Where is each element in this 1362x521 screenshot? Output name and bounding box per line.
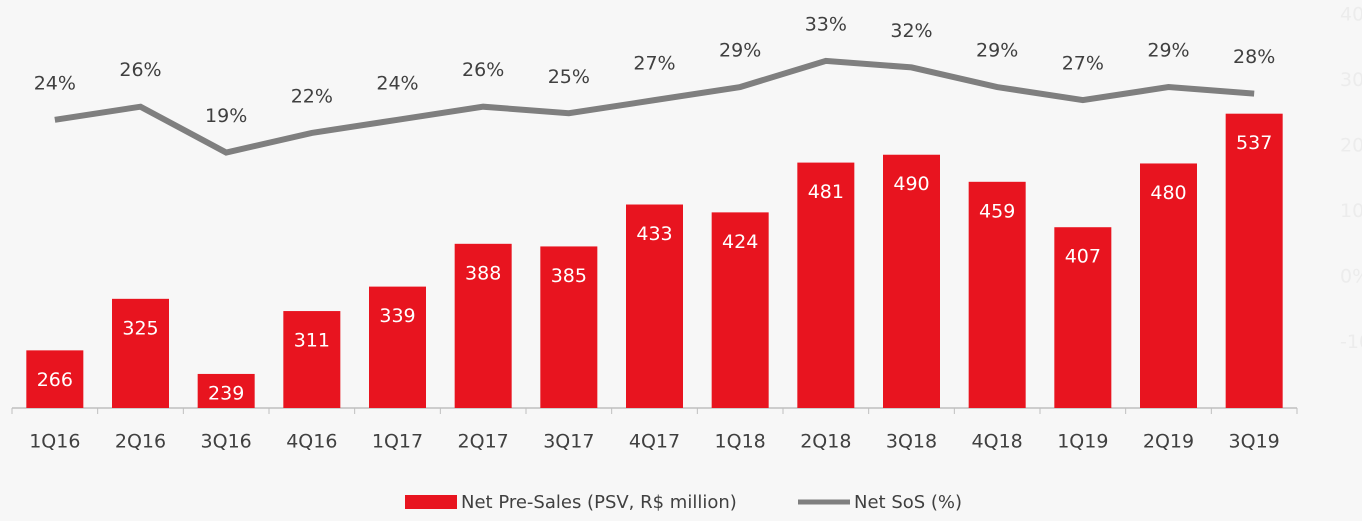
- line-label: 29%: [976, 40, 1018, 62]
- bar-label: 459: [979, 200, 1015, 222]
- x-tick-label: 4Q16: [286, 431, 337, 453]
- bar: [1140, 163, 1197, 408]
- bar: [454, 243, 512, 408]
- x-tick-label: 2Q17: [458, 431, 509, 453]
- x-tick-label: 2Q16: [115, 431, 166, 453]
- y2-tick-label: 20%: [1340, 135, 1362, 157]
- line-label: 24%: [376, 72, 418, 94]
- bar-label: 407: [1065, 246, 1101, 268]
- bar-label: 388: [465, 262, 501, 284]
- bar-label: 424: [722, 231, 758, 253]
- x-tick-label: 3Q19: [1229, 431, 1280, 453]
- x-tick-label: 4Q18: [972, 431, 1023, 453]
- bar: [626, 204, 683, 408]
- line-label: 27%: [1062, 53, 1104, 75]
- bar: [369, 286, 426, 408]
- x-tick-label: 1Q19: [1057, 431, 1108, 453]
- bar-label: 433: [636, 223, 672, 245]
- bar: [112, 298, 169, 408]
- y2-tick-label: 40%: [1340, 4, 1362, 26]
- legend-swatch: [405, 495, 457, 509]
- x-tick-label: 4Q17: [629, 431, 680, 453]
- x-tick-label: 3Q18: [886, 431, 937, 453]
- line-label: 33%: [805, 13, 847, 35]
- bar-label: 385: [551, 265, 587, 287]
- bar-label: 311: [294, 330, 330, 352]
- y2-tick-label: 10%: [1340, 200, 1362, 222]
- line-label: 19%: [205, 105, 247, 127]
- x-tick-label: 3Q16: [201, 431, 252, 453]
- x-tick-label: 2Q18: [800, 431, 851, 453]
- line-label: 29%: [1147, 40, 1189, 62]
- bar: [797, 162, 855, 408]
- line-label: 22%: [291, 85, 333, 107]
- bar: [540, 246, 598, 408]
- x-tick-label: 2Q19: [1143, 431, 1194, 453]
- line-label: 28%: [1233, 46, 1275, 68]
- bar: [283, 311, 341, 408]
- bar-label: 480: [1150, 182, 1186, 204]
- bar-label: 537: [1236, 132, 1272, 154]
- x-tick-label: 3Q17: [543, 431, 594, 453]
- bar-label: 325: [122, 317, 158, 339]
- legend-label: Net Pre-Sales (PSV, R$ million): [461, 492, 737, 513]
- line-label: 29%: [719, 40, 761, 62]
- x-tick-label: 1Q17: [372, 431, 423, 453]
- bar: [197, 373, 255, 408]
- bar: [968, 181, 1026, 408]
- bar: [1054, 227, 1112, 408]
- y2-tick-label: -10%: [1340, 331, 1362, 353]
- bar-label: 481: [808, 181, 844, 203]
- bar-label: 339: [379, 305, 415, 327]
- y2-tick-label: 30%: [1340, 69, 1362, 91]
- bar: [1225, 113, 1283, 408]
- bar-label: 490: [893, 173, 929, 195]
- y2-tick-label: 0%: [1340, 266, 1362, 288]
- bar: [26, 350, 84, 408]
- line-label: 25%: [548, 66, 590, 88]
- bar-label: 266: [37, 369, 73, 391]
- legend-label: Net SoS (%): [854, 492, 962, 513]
- line-label: 26%: [119, 59, 161, 81]
- bar: [711, 212, 769, 408]
- line-label: 32%: [890, 20, 932, 42]
- line-label: 27%: [633, 53, 675, 75]
- bar-label: 239: [208, 383, 244, 405]
- bar: [883, 154, 940, 408]
- line-label: 26%: [462, 59, 504, 81]
- x-tick-label: 1Q18: [715, 431, 766, 453]
- line-label: 24%: [34, 72, 76, 94]
- x-tick-label: 1Q16: [29, 431, 80, 453]
- line: [54, 57, 1255, 156]
